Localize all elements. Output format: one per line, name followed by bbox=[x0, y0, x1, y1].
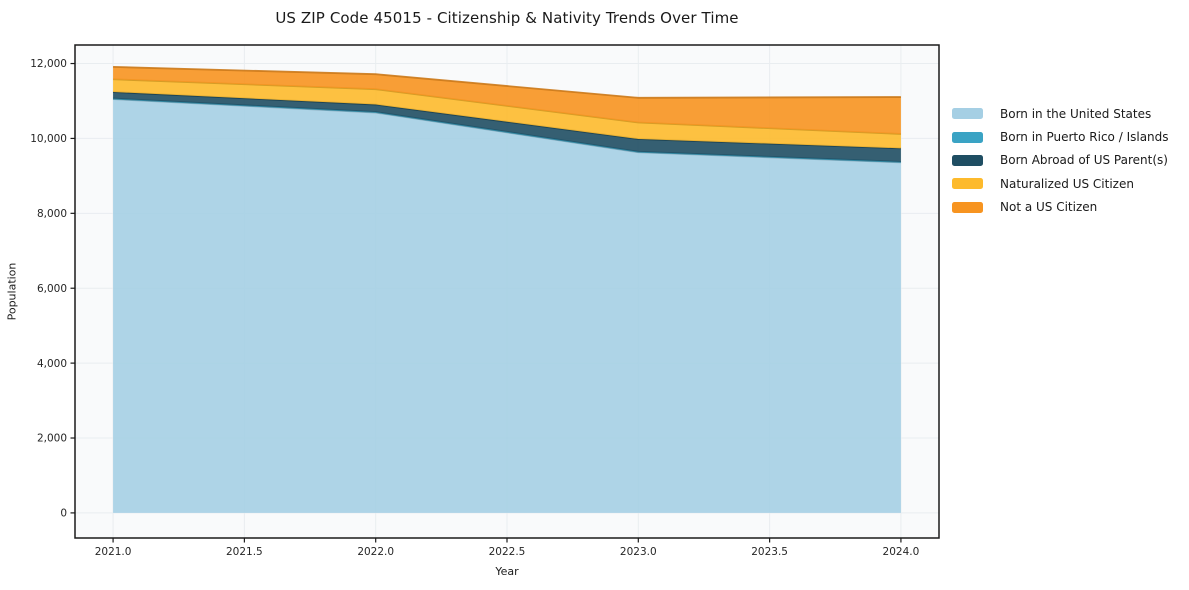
legend-item-born-abroad-of-us-parent-s: Born Abroad of US Parent(s) bbox=[952, 149, 1169, 172]
area-born-abroad-of-us-parent-s bbox=[113, 91, 901, 162]
legend-label: Naturalized US Citizen bbox=[1000, 176, 1134, 191]
y-tick-label: 0 bbox=[60, 508, 67, 520]
legend-label: Born in Puerto Rico / Islands bbox=[1000, 130, 1169, 145]
legend-item-not-a-us-citizen: Not a US Citizen bbox=[952, 196, 1169, 219]
legend-swatch-born-in-puerto-rico-islands bbox=[952, 131, 983, 143]
legend-swatch-born-in-the-united-states bbox=[952, 108, 983, 120]
x-axis-label: Year bbox=[495, 565, 519, 578]
y-tick-label: 2,000 bbox=[37, 433, 67, 445]
legend-label: Born in the United States bbox=[1000, 106, 1152, 121]
x-tick-label: 2022.0 bbox=[357, 546, 394, 558]
x-tick-label: 2022.5 bbox=[489, 546, 526, 558]
y-axis-label: Population bbox=[5, 262, 19, 321]
legend-item-born-in-puerto-rico-islands: Born in Puerto Rico / Islands bbox=[952, 125, 1169, 148]
area-naturalized-us-citizen bbox=[113, 79, 901, 149]
legend-item-naturalized-us-citizen: Naturalized US Citizen bbox=[952, 172, 1169, 195]
x-tick-label: 2024.0 bbox=[883, 546, 920, 558]
legend-swatch-born-abroad-of-us-parent-s bbox=[952, 154, 983, 166]
legend-label: Not a US Citizen bbox=[1000, 200, 1098, 215]
y-tick-label: 10,000 bbox=[30, 133, 67, 145]
x-tick-label: 2021.0 bbox=[95, 546, 132, 558]
x-tick-label: 2023.5 bbox=[751, 546, 788, 558]
area-not-a-us-citizen bbox=[113, 66, 901, 134]
x-tick-label: 2023.0 bbox=[620, 546, 657, 558]
y-tick-label: 8,000 bbox=[37, 208, 67, 220]
x-tick-label: 2021.5 bbox=[226, 546, 263, 558]
legend-swatch-naturalized-us-citizen bbox=[952, 178, 983, 190]
legend-item-born-in-the-united-states: Born in the United States bbox=[952, 102, 1169, 125]
area-edge-not-a-us-citizen bbox=[113, 66, 901, 99]
y-tick-label: 6,000 bbox=[37, 283, 67, 295]
legend: Born in the United States Born in Puerto … bbox=[952, 102, 1169, 219]
area-born-in-the-united-states bbox=[113, 99, 901, 513]
legend-swatch-not-a-us-citizen bbox=[952, 201, 983, 213]
chart-title: US ZIP Code 45015 - Citizenship & Nativi… bbox=[275, 9, 739, 27]
y-tick-label: 12,000 bbox=[30, 58, 67, 70]
y-tick-label: 4,000 bbox=[37, 358, 67, 370]
legend-label: Born Abroad of US Parent(s) bbox=[1000, 153, 1168, 168]
